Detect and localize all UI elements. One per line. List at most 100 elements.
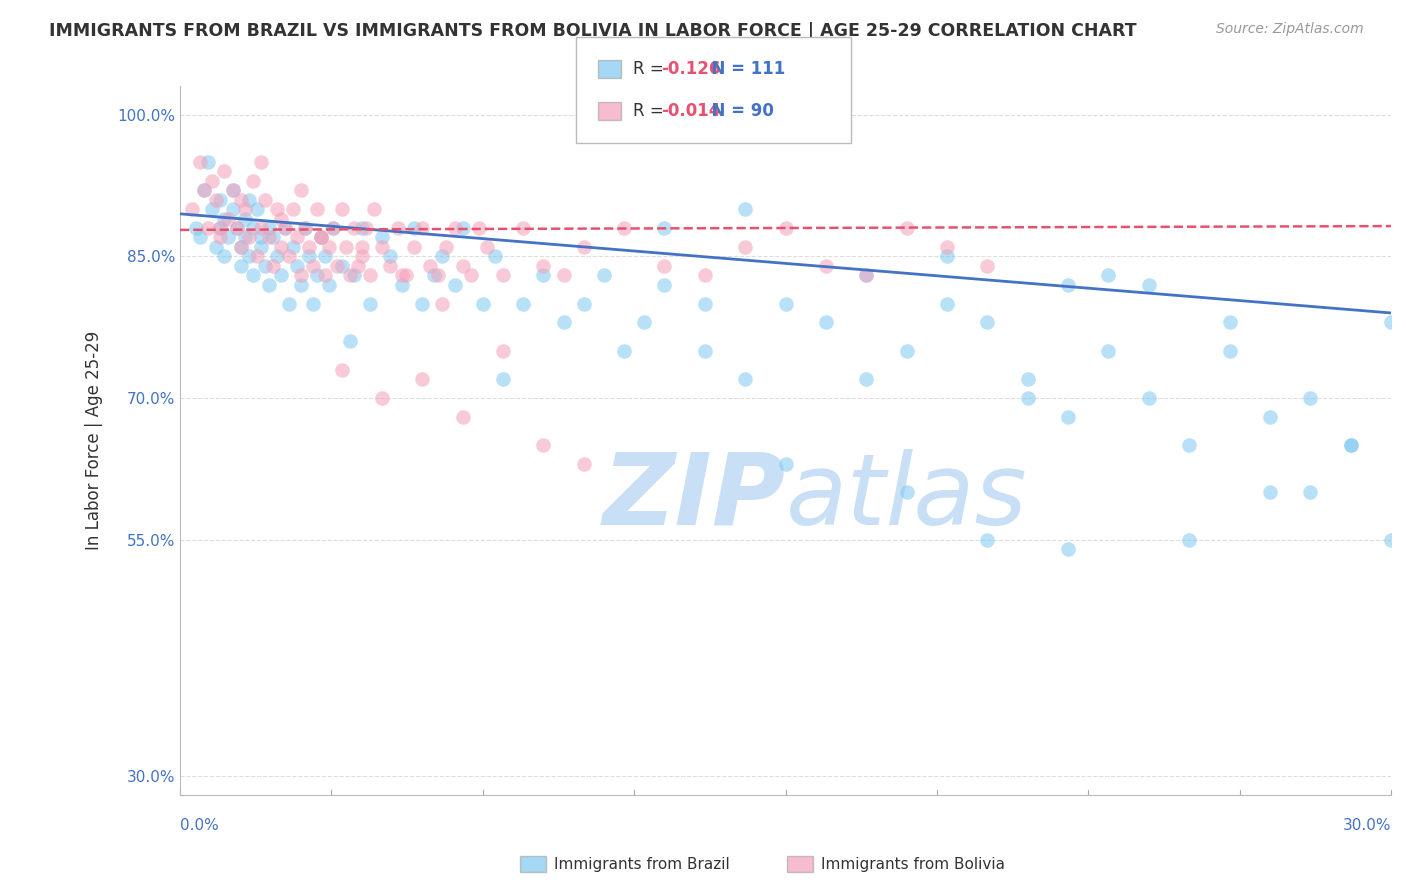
Point <box>451 221 474 235</box>
Point <box>404 240 426 254</box>
Text: R =: R = <box>633 60 669 78</box>
Point <box>976 315 998 329</box>
Point <box>654 221 676 235</box>
Point <box>242 221 264 235</box>
Y-axis label: In Labor Force | Age 25-29: In Labor Force | Age 25-29 <box>86 331 103 550</box>
Point <box>246 202 269 216</box>
Point <box>209 221 232 235</box>
Point <box>233 202 256 216</box>
Point <box>1017 391 1039 405</box>
Point <box>343 221 366 235</box>
Point <box>205 193 228 207</box>
Point <box>1340 438 1362 452</box>
Point <box>371 240 394 254</box>
Point <box>214 249 236 263</box>
Point <box>225 221 247 235</box>
Point <box>221 183 243 197</box>
Point <box>1299 391 1322 405</box>
Point <box>330 259 353 273</box>
Point <box>201 174 224 188</box>
Point <box>1379 315 1402 329</box>
Point <box>266 249 288 263</box>
Point <box>350 249 373 263</box>
Point <box>218 230 240 244</box>
Point <box>326 259 349 273</box>
Point <box>298 249 321 263</box>
Point <box>294 221 316 235</box>
Point <box>896 343 918 358</box>
Point <box>322 221 344 235</box>
Point <box>492 343 515 358</box>
Point <box>238 249 260 263</box>
Text: IMMIGRANTS FROM BRAZIL VS IMMIGRANTS FROM BOLIVIA IN LABOR FORCE | AGE 25-29 COR: IMMIGRANTS FROM BRAZIL VS IMMIGRANTS FRO… <box>49 22 1137 40</box>
Point <box>209 193 232 207</box>
Point <box>359 296 381 310</box>
Point <box>233 230 256 244</box>
Point <box>936 249 959 263</box>
Point <box>311 230 333 244</box>
Text: atlas: atlas <box>786 449 1028 546</box>
Point <box>492 268 515 283</box>
Point <box>197 154 219 169</box>
Point <box>613 343 636 358</box>
Point <box>339 334 361 349</box>
Point <box>229 193 252 207</box>
Point <box>1218 315 1240 329</box>
Point <box>572 457 595 471</box>
Point <box>443 221 465 235</box>
Point <box>855 372 877 386</box>
Point <box>253 193 276 207</box>
Point <box>976 533 998 547</box>
Point <box>188 230 211 244</box>
Point <box>411 372 433 386</box>
Point <box>242 268 264 283</box>
Point <box>936 240 959 254</box>
Point <box>1137 391 1160 405</box>
Point <box>270 268 292 283</box>
Point <box>181 202 204 216</box>
Point <box>311 230 333 244</box>
Point <box>281 240 304 254</box>
Point <box>249 221 271 235</box>
Text: -0.126: -0.126 <box>661 60 720 78</box>
Point <box>270 240 292 254</box>
Point <box>734 240 756 254</box>
Point <box>936 296 959 310</box>
Point <box>290 183 312 197</box>
Point <box>775 457 797 471</box>
Point <box>350 240 373 254</box>
Point <box>278 296 301 310</box>
Point <box>531 259 554 273</box>
Point <box>298 240 321 254</box>
Point <box>1218 343 1240 358</box>
Point <box>350 221 373 235</box>
Point <box>531 268 554 283</box>
Point <box>266 202 288 216</box>
Text: Immigrants from Brazil: Immigrants from Brazil <box>554 857 730 871</box>
Text: N = 90: N = 90 <box>700 103 775 120</box>
Point <box>693 296 716 310</box>
Point <box>318 277 340 292</box>
Point <box>318 240 340 254</box>
Point <box>734 372 756 386</box>
Text: ZIP: ZIP <box>603 449 786 546</box>
Point <box>330 362 353 376</box>
Point <box>1097 343 1119 358</box>
Point <box>432 296 454 310</box>
Point <box>302 259 325 273</box>
Point <box>734 202 756 216</box>
Point <box>814 259 837 273</box>
Point <box>249 240 271 254</box>
Point <box>186 221 208 235</box>
Point <box>378 249 401 263</box>
Point <box>214 211 236 226</box>
Point <box>471 296 494 310</box>
Point <box>262 259 284 273</box>
Point <box>553 315 575 329</box>
Point <box>274 221 297 235</box>
Point <box>221 183 243 197</box>
Point <box>814 108 837 122</box>
Point <box>443 277 465 292</box>
Point <box>221 202 243 216</box>
Point <box>274 221 297 235</box>
